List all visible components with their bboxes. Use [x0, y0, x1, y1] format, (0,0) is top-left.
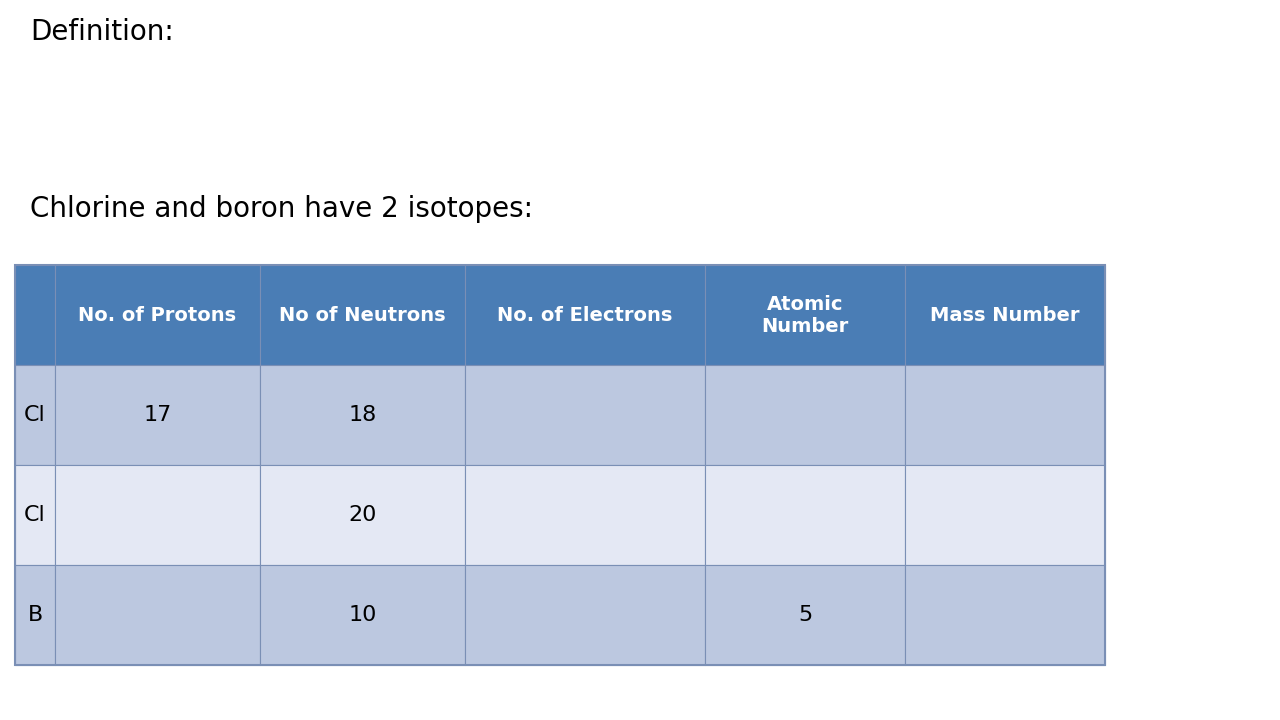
Text: 20: 20 — [348, 505, 376, 525]
Bar — [705, 565, 905, 665]
Bar — [905, 465, 1105, 565]
Text: No. of Protons: No. of Protons — [78, 305, 237, 325]
Bar — [15, 465, 55, 565]
Bar — [260, 365, 465, 465]
Text: 17: 17 — [143, 405, 172, 425]
Bar — [905, 565, 1105, 665]
Bar — [55, 265, 260, 365]
Bar — [705, 465, 905, 565]
Bar — [465, 565, 705, 665]
Text: No of Neutrons: No of Neutrons — [279, 305, 445, 325]
Bar — [15, 565, 55, 665]
Text: Chlorine and boron have 2 isotopes:: Chlorine and boron have 2 isotopes: — [29, 195, 532, 223]
Bar — [15, 265, 55, 365]
Text: Definition:: Definition: — [29, 18, 174, 46]
Text: Cl: Cl — [24, 405, 46, 425]
Bar — [15, 365, 55, 465]
Bar — [260, 465, 465, 565]
Bar — [705, 365, 905, 465]
Bar — [55, 365, 260, 465]
Bar — [260, 265, 465, 365]
Text: B: B — [27, 605, 42, 625]
Text: Atomic
Number: Atomic Number — [762, 294, 849, 336]
Text: 18: 18 — [348, 405, 376, 425]
Bar — [260, 565, 465, 665]
Bar — [15, 265, 1105, 665]
Bar — [905, 365, 1105, 465]
Bar — [55, 565, 260, 665]
Bar — [905, 265, 1105, 365]
Text: No. of Electrons: No. of Electrons — [498, 305, 673, 325]
Text: 5: 5 — [797, 605, 812, 625]
Bar — [55, 465, 260, 565]
Bar — [465, 265, 705, 365]
Text: 10: 10 — [348, 605, 376, 625]
Text: Mass Number: Mass Number — [931, 305, 1080, 325]
Bar — [705, 265, 905, 365]
Bar — [465, 365, 705, 465]
Bar — [465, 465, 705, 565]
Text: Cl: Cl — [24, 505, 46, 525]
